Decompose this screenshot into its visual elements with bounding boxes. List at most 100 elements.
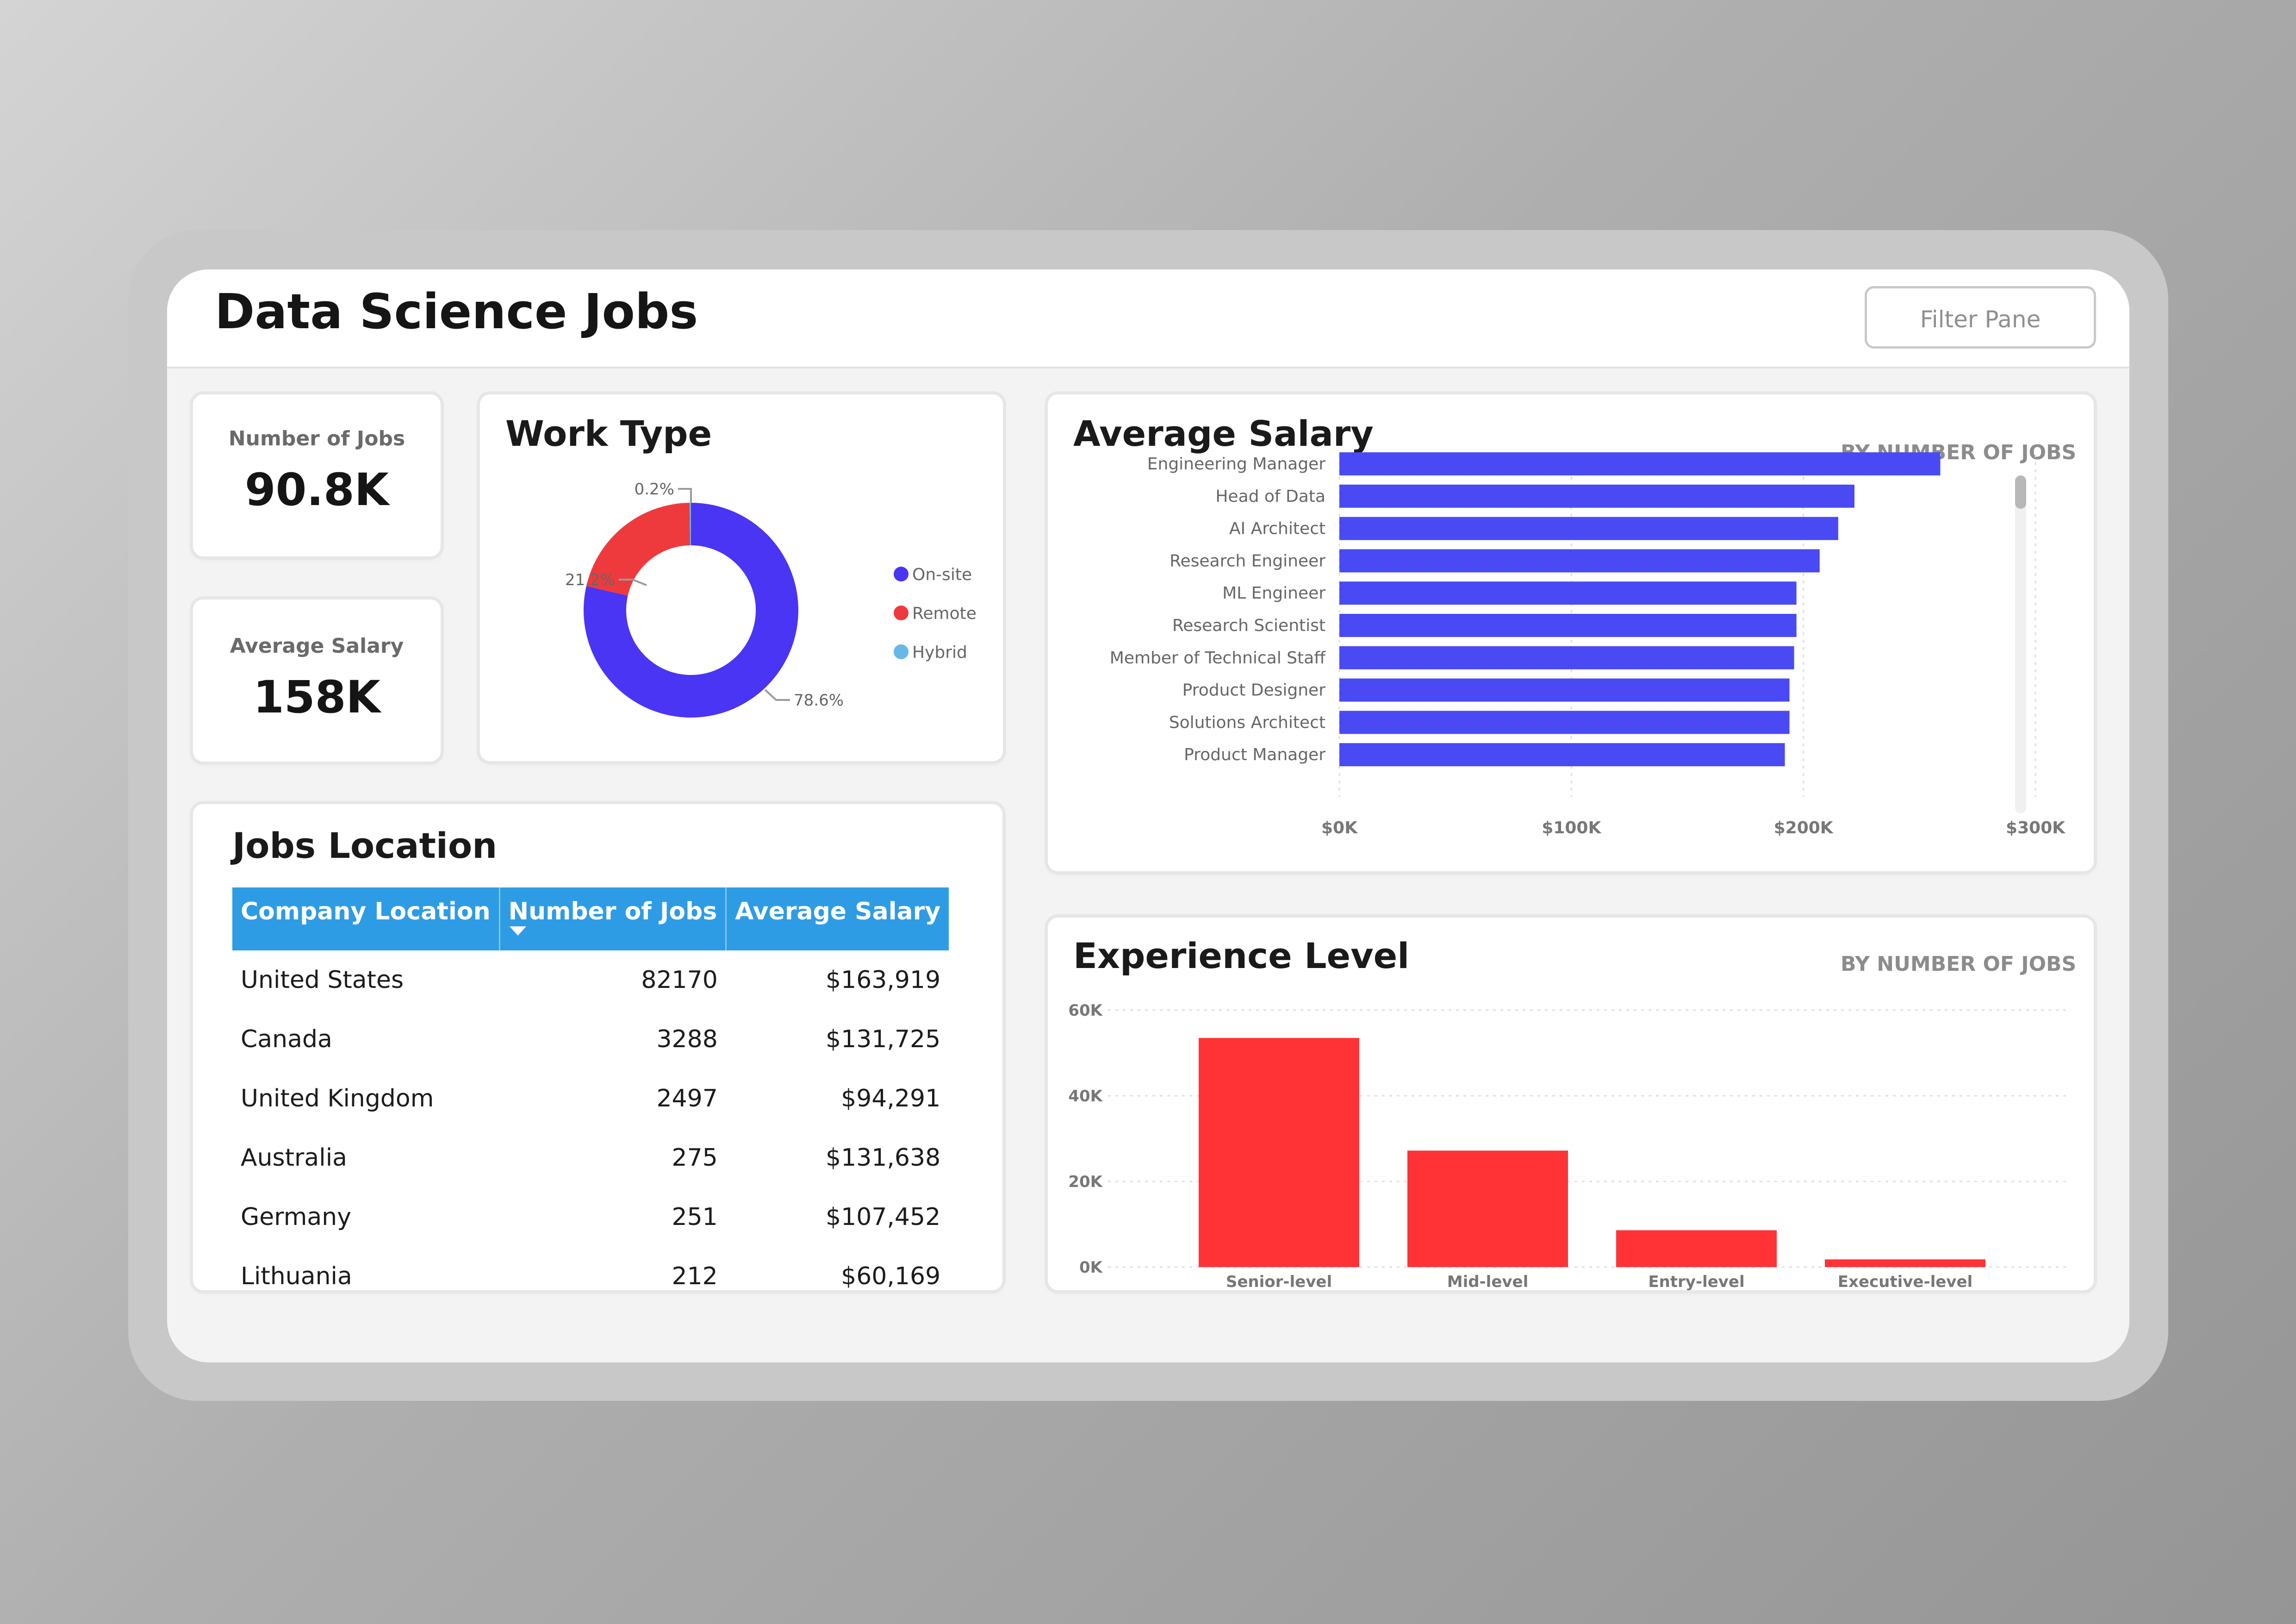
legend-label-on-site[interactable]: On-site [912,565,972,584]
cell-jobs: 82170 [641,966,718,994]
salary-bar-ml-engineer[interactable] [1339,581,1797,605]
table-row[interactable]: Australia 275 $131,638 [232,1128,949,1187]
experience-bar-executive-level[interactable] [1825,1259,1985,1267]
cell-salary: $131,725 [826,1025,941,1053]
column-header-company-location[interactable]: Company Location [232,887,500,950]
category-label-senior-level: Senior-level [1226,1273,1332,1290]
cell-jobs: 275 [672,1144,718,1172]
donut-slice-hybrid[interactable] [690,503,691,546]
column-header-label: Company Location [241,898,491,925]
cell-salary: $60,169 [841,1262,941,1290]
table-row[interactable]: Lithuania 212 $60,169 [232,1247,949,1306]
column-header-average-salary[interactable]: Average Salary [725,887,949,950]
category-label-ml-engineer: ML Engineer [1222,584,1325,603]
category-label-member-of-technical-staff: Member of Technical Staff [1110,649,1326,668]
dashboard-screen: Data Science Jobs Filter Pane Number of … [167,269,2129,1362]
column-header-label: Average Salary [735,898,941,925]
category-label-product-designer: Product Designer [1182,681,1326,700]
kpi-label: Number of Jobs [228,427,405,450]
kpi-card-number-of-jobs: Number of Jobs 90.8K [193,394,441,556]
legend-label-hybrid[interactable]: Hybrid [912,643,967,662]
kpi-value: 158K [253,671,380,723]
cell-location: Germany [241,1203,352,1231]
category-label-executive-level: Executive-level [1838,1273,1972,1290]
cell-location: United Kingdom [241,1085,434,1112]
salary-bar-research-scientist[interactable] [1339,614,1797,637]
donut-leader-line [764,689,790,701]
salary-bar-ai-architect[interactable] [1339,517,1838,540]
table-row[interactable]: United Kingdom 2497 $94,291 [232,1069,949,1128]
legend-dot-remote [894,606,908,620]
category-label-entry-level: Entry-level [1648,1273,1744,1290]
kpi-card-average-salary: Average Salary 158K [193,600,441,762]
cell-location: United States [241,966,404,994]
table-row[interactable]: Germany 251 $107,452 [232,1187,949,1247]
y-tick-label: 0K [1079,1258,1103,1277]
experience-level-bar-chart: 0K 20K 40K 60K Senior-level Mid-level Entry-le… [1068,1001,2066,1290]
jobs-location-table: Company Location Number of Jobs Average … [232,887,949,1306]
salary-bar-engineering-manager[interactable] [1339,452,1941,475]
x-tick-label: $0K [1321,818,1358,837]
cell-location: Lithuania [241,1262,352,1290]
experience-bar-entry-level[interactable] [1616,1230,1777,1267]
donut-slice-remote[interactable] [586,503,691,596]
cell-location: Australia [241,1144,348,1172]
category-label-head-of-data: Head of Data [1215,487,1325,506]
kpi-value: 90.8K [244,464,389,516]
scrollbar-thumb[interactable] [2015,475,2026,509]
salary-bar-product-designer[interactable] [1339,678,1790,702]
jobs-location-title: Jobs Location [232,825,498,866]
work-type-title: Work Type [505,413,712,454]
table-header-row: Company Location Number of Jobs Average … [232,887,949,950]
experience-bar-mid-level[interactable] [1407,1150,1568,1267]
experience-level-title: Experience Level [1073,935,1410,976]
donut-slice-on-site[interactable] [584,503,798,718]
experience-level-card: Experience Level BY NUMBER OF JOBS 0K 20K… [1048,918,2094,1290]
column-header-label: Number of Jobs [508,898,717,925]
legend-dot-on-site [894,567,908,581]
table-row[interactable]: United States 82170 $163,919 [232,950,949,1010]
y-tick-label: 20K [1068,1173,1103,1191]
average-salary-card: Average Salary BY NUMBER OF JOBS $0K $100… [1048,394,2094,871]
column-header-number-of-jobs[interactable]: Number of Jobs [498,887,726,950]
header-bar: Data Science Jobs Filter Pane [167,269,2129,369]
x-tick-label: $300K [2006,818,2066,837]
salary-bar-product-manager[interactable] [1339,743,1785,767]
filter-pane-button[interactable]: Filter Pane [1865,286,2096,349]
legend-label-remote[interactable]: Remote [912,604,977,623]
category-label-engineering-manager: Engineering Manager [1147,455,1325,474]
cell-salary: $107,452 [826,1203,941,1231]
category-label-research-scientist: Research Scientist [1172,616,1325,635]
chart-scrollbar[interactable] [2015,475,2026,813]
table-row[interactable]: Canada 3288 $131,725 [232,1010,949,1069]
cell-jobs: 2497 [656,1085,718,1112]
average-salary-title: Average Salary [1073,413,1374,454]
donut-leader-line [619,579,647,586]
y-tick-label: 60K [1068,1001,1103,1020]
salary-bar-member-of-technical-staff[interactable] [1339,646,1794,669]
kpi-label: Average Salary [230,634,404,658]
category-label-research-engineer: Research Engineer [1170,551,1325,570]
cell-jobs: 212 [672,1262,718,1290]
salary-bar-solutions-architect[interactable] [1339,711,1790,734]
sort-descending-icon [509,926,526,936]
jobs-location-card: Jobs Location Company Location Number of… [193,804,1002,1290]
work-type-card: Work Type 78.6% 21.2% 0.2% On-site Remote Hyb… [480,394,1003,761]
work-type-donut-chart: 78.6% 21.2% 0.2% On-site Remote Hybrid [565,480,977,718]
experience-bar-senior-level[interactable] [1199,1038,1359,1267]
cell-salary: $163,919 [826,966,941,994]
x-tick-label: $100K [1542,818,1601,837]
page-title: Data Science Jobs [215,283,698,340]
category-label-product-manager: Product Manager [1184,745,1325,764]
category-label-mid-level: Mid-level [1447,1273,1529,1290]
donut-leader-line [678,488,692,503]
salary-bar-head-of-data[interactable] [1339,484,1854,508]
legend-dot-hybrid [894,644,908,659]
average-salary-bar-chart: $0K $100K $200K $300K Engineering Manager Hea… [1110,452,2066,837]
cell-jobs: 3288 [656,1025,718,1053]
experience-level-subtitle: BY NUMBER OF JOBS [1841,952,2077,976]
donut-data-label: 21.2% [565,571,615,589]
category-label-ai-architect: AI Architect [1229,519,1325,538]
cell-location: Canada [241,1025,332,1053]
salary-bar-research-engineer[interactable] [1339,549,1820,573]
